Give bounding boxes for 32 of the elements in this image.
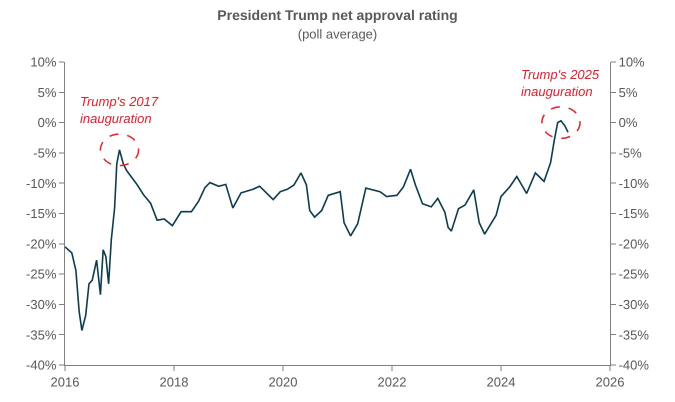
chart-subtitle: (poll average): [298, 26, 378, 42]
y2-tick-label: -10%: [618, 176, 650, 191]
y-tick-label: -40%: [26, 358, 57, 373]
y-tick-label: -35%: [26, 327, 57, 342]
y-tick-label: 0%: [38, 115, 57, 130]
y-tick-label: -20%: [26, 236, 57, 252]
y-tick-label: 5%: [38, 84, 57, 100]
y-tick-label: 10%: [30, 54, 57, 70]
annotation: Trump's 2017 inauguration: [80, 94, 159, 126]
y2-tick-label: -30%: [618, 296, 650, 312]
y2-tick-label: -5%: [618, 145, 642, 160]
y2-tick-label: 0%: [618, 115, 638, 130]
x-tick-label: 2016: [50, 374, 80, 390]
y-tick-label: -5%: [33, 145, 57, 160]
y2-tick-label: -40%: [618, 358, 650, 373]
y2-tick-label: 5%: [618, 84, 638, 100]
y-tick-label: -25%: [26, 266, 57, 282]
y-tick-label: -30%: [26, 296, 57, 312]
x-tick-label: 2022: [378, 374, 406, 390]
y2-tick-label: -15%: [618, 206, 650, 222]
x-tick-label: 2020: [268, 374, 298, 390]
annotation: Trump's 2025 inauguration: [521, 67, 600, 99]
x-tick-label: 2024: [486, 374, 516, 390]
y-tick-label: -10%: [26, 176, 57, 191]
x-tick-label: 2026: [596, 374, 624, 390]
y2-tick-label: -35%: [618, 327, 650, 342]
y2-tick-label: -25%: [618, 266, 650, 282]
y-tick-label: -15%: [26, 206, 57, 222]
y2-tick-label: -20%: [618, 236, 650, 252]
x-tick-label: 2018: [160, 374, 188, 390]
y2-tick-label: 10%: [618, 54, 646, 70]
chart-title: President Trump net approval rating: [217, 7, 458, 24]
